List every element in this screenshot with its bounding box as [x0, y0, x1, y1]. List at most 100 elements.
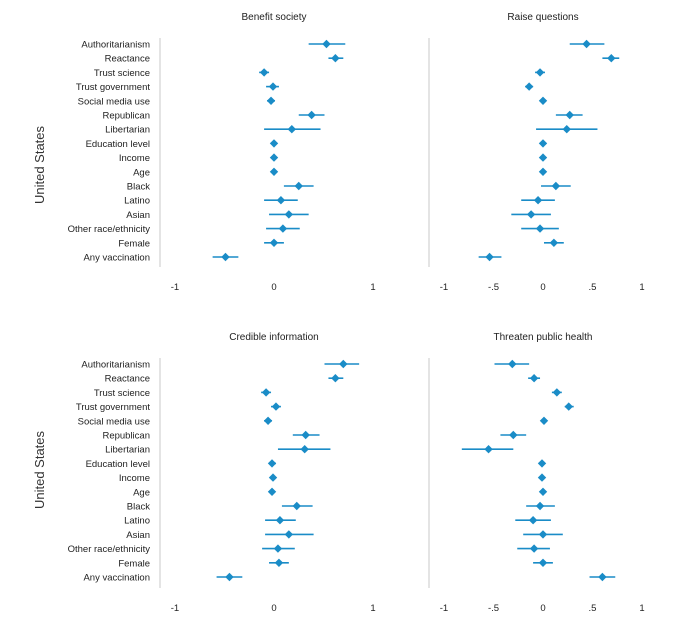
point-estimate — [276, 196, 286, 205]
panel-2: Raise questions -1 -.5 0 .5 1 — [428, 12, 645, 293]
point-estimate — [537, 473, 547, 482]
variable-label: Social media use — [78, 96, 150, 107]
variable-label: Latino — [124, 516, 150, 527]
point-estimate — [562, 125, 571, 134]
point-estimate — [268, 82, 278, 91]
panel-title: Benefit society — [241, 12, 306, 23]
variable-label: Income — [119, 153, 150, 164]
panels-group: Benefit society -1 0 1 Authoritarianism React… — [68, 12, 645, 614]
variable-label: Trust science — [94, 68, 150, 79]
point-estimate — [322, 39, 331, 49]
x-tick-label: 1 — [370, 603, 375, 614]
point-estimate — [508, 359, 517, 369]
point-estimate — [267, 487, 277, 496]
point-estimate — [564, 402, 573, 411]
point-estimate — [485, 252, 494, 262]
variable-label: Libertarian — [105, 445, 150, 456]
variable-label: Education level — [86, 459, 150, 470]
point-estimate — [294, 181, 303, 191]
x-tick-label: -.5 — [488, 282, 499, 293]
point-estimate — [538, 153, 548, 162]
x-tick-label: -1 — [171, 603, 179, 614]
point-estimate — [538, 530, 548, 539]
row-label-top: United States — [32, 125, 47, 204]
point-estimate — [529, 374, 539, 383]
point-estimate — [551, 181, 561, 191]
point-estimate — [535, 224, 545, 233]
point-estimate — [225, 572, 234, 582]
point-estimate — [263, 416, 273, 425]
point-estimate — [268, 473, 278, 482]
x-tick-label: -.5 — [488, 603, 499, 614]
x-tick-label: -1 — [440, 603, 448, 614]
point-estimate — [267, 459, 277, 468]
variable-label: Asian — [126, 530, 150, 541]
point-estimate — [221, 252, 230, 262]
point-estimate — [300, 445, 309, 454]
variable-label: Reactance — [105, 54, 150, 65]
variable-label: Authoritarianism — [81, 360, 150, 371]
point-estimate — [539, 416, 549, 425]
point-estimate — [259, 68, 269, 77]
point-estimate — [284, 210, 294, 219]
point-estimate — [287, 125, 297, 134]
point-estimate — [524, 82, 534, 91]
variable-label: Female — [118, 238, 150, 249]
variable-label: Trust science — [94, 388, 150, 399]
point-estimate — [565, 110, 574, 120]
variable-label: Education level — [86, 139, 150, 150]
x-tick-label: 0 — [271, 603, 276, 614]
panel-title: Credible information — [229, 332, 319, 343]
point-estimate — [331, 54, 340, 63]
point-estimate — [269, 238, 279, 247]
variable-label: Social media use — [78, 416, 150, 427]
point-estimate — [528, 516, 538, 525]
point-estimate — [271, 402, 281, 411]
point-estimate — [509, 430, 518, 440]
x-tick-label: 0 — [540, 603, 545, 614]
point-estimate — [607, 54, 616, 63]
point-estimate — [535, 68, 545, 77]
variable-label: Reactance — [105, 374, 150, 385]
panel-title: Threaten public health — [494, 332, 593, 343]
variable-label: Republican — [102, 111, 150, 122]
panel-title: Raise questions — [507, 12, 578, 23]
x-tick-label: -1 — [440, 282, 448, 293]
variable-label: Age — [133, 487, 150, 498]
point-estimate — [261, 388, 271, 397]
point-estimate — [582, 39, 591, 49]
variable-label: Age — [133, 167, 150, 178]
variable-label: Black — [127, 502, 150, 513]
variable-label: Black — [127, 182, 150, 193]
point-estimate — [538, 96, 548, 105]
panel-3: Credible information -1 0 1 Authoritarianism… — [68, 332, 376, 614]
point-estimate — [552, 388, 562, 397]
point-estimate — [538, 487, 548, 496]
point-estimate — [301, 430, 310, 440]
point-estimate — [549, 238, 559, 247]
x-tick-label: -1 — [171, 282, 179, 293]
x-tick-label: 0 — [540, 282, 545, 293]
point-estimate — [284, 530, 294, 539]
point-estimate — [598, 572, 607, 582]
x-tick-label: 1 — [639, 282, 644, 293]
variable-label: Trust government — [76, 82, 150, 93]
variable-label: Latino — [124, 196, 150, 207]
x-tick-label: .5 — [589, 282, 597, 293]
x-tick-label: 1 — [639, 603, 644, 614]
point-estimate — [526, 210, 536, 219]
variable-label: Republican — [102, 431, 150, 442]
panel-4: Threaten public health -1 -.5 0 .5 1 — [428, 332, 645, 614]
x-tick-label: 1 — [370, 282, 375, 293]
variable-label: Trust government — [76, 402, 150, 413]
point-estimate — [538, 558, 548, 567]
variable-label: Any vaccination — [83, 573, 150, 584]
point-estimate — [273, 544, 283, 553]
point-estimate — [307, 110, 316, 120]
x-tick-label: .5 — [589, 603, 597, 614]
point-estimate — [339, 359, 348, 369]
variable-label: Any vaccination — [83, 253, 150, 264]
variable-label: Female — [118, 558, 150, 569]
point-estimate — [269, 167, 279, 176]
